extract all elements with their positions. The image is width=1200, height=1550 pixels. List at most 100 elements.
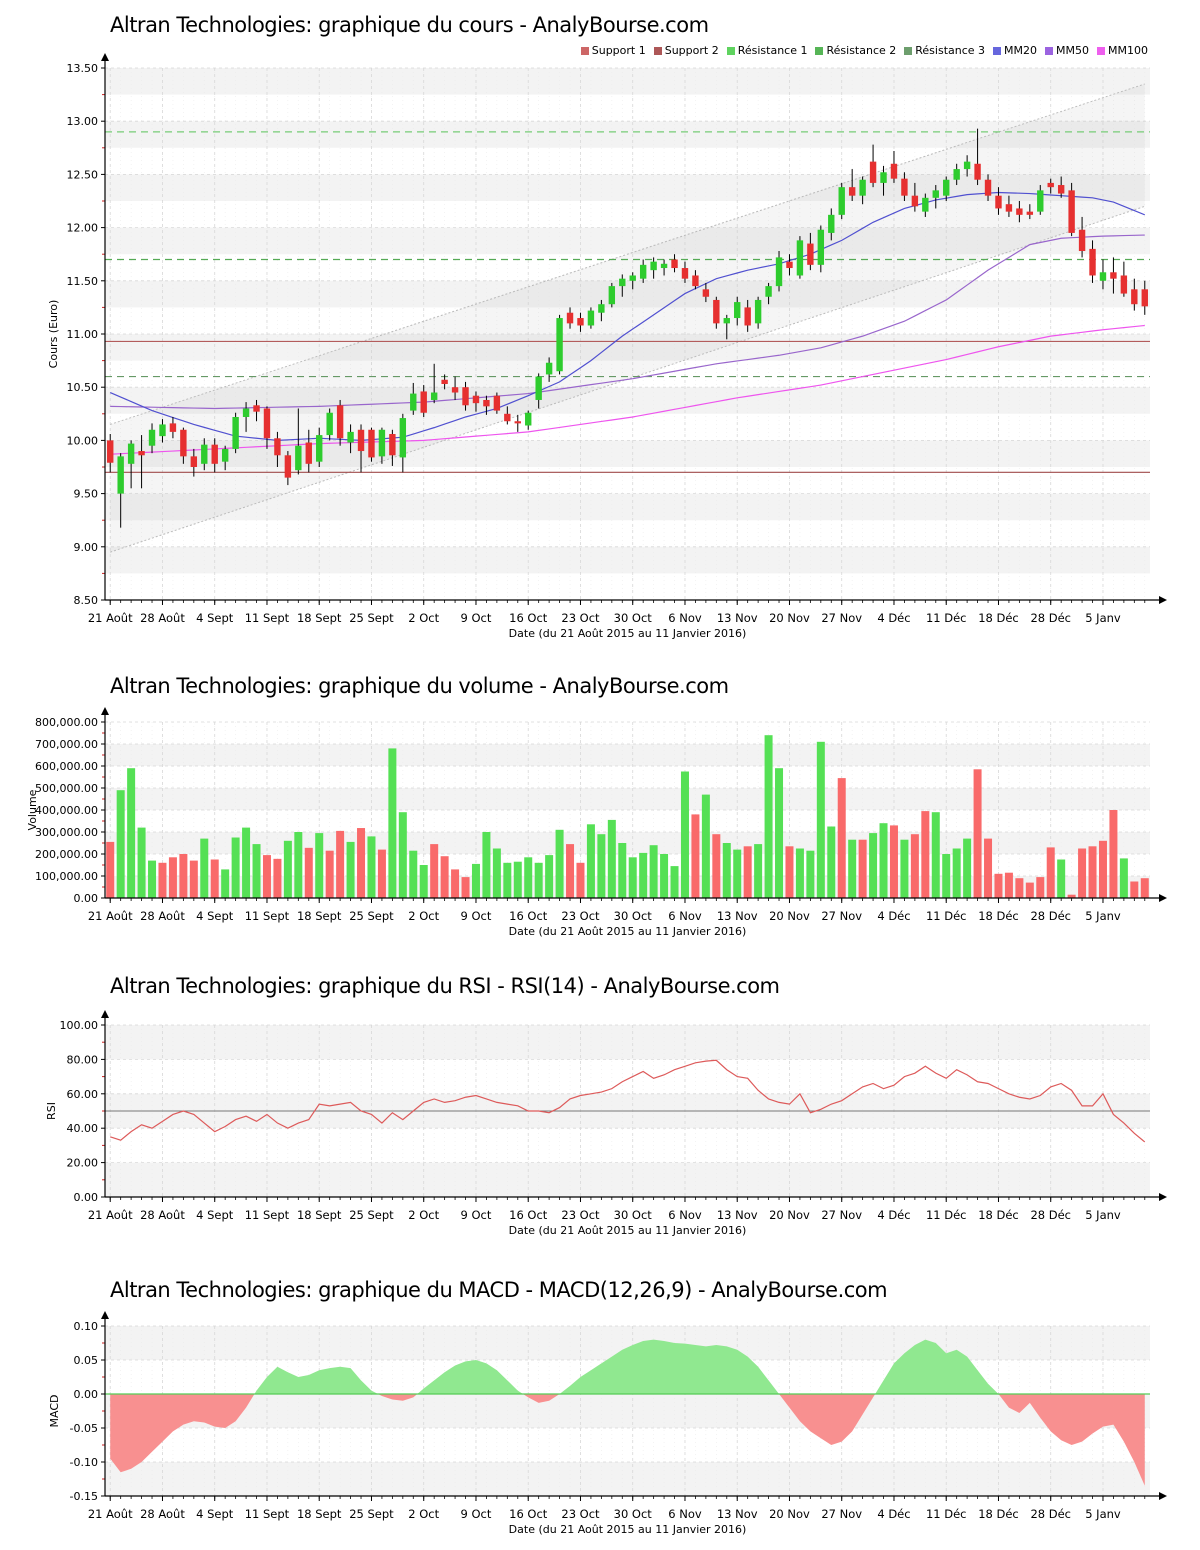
y-tick-label: 12.00: [67, 222, 99, 235]
volume-bar-down: [1036, 877, 1045, 898]
candle-body-up: [1037, 190, 1044, 212]
chart-area: -0.15 -0.10 -0.05 0.00 0.05 0.10 21 Août 28 Aoû…: [48, 1311, 1167, 1536]
candle-body-down: [974, 163, 981, 180]
candle-body-up: [598, 304, 605, 313]
volume-bar-up: [952, 848, 961, 898]
candle-body-down: [1089, 248, 1096, 276]
rsi-line: [110, 1059, 1146, 1143]
y-tick-label: -0.05: [70, 1422, 98, 1435]
volume-bar-up: [900, 839, 909, 898]
x-tick-label: 9 Oct: [461, 909, 492, 923]
candle-body-up: [232, 416, 239, 449]
volume-bar-up: [200, 838, 209, 898]
channel-upper-line: [110, 83, 1145, 425]
volume-bar-down: [189, 860, 198, 898]
candle-body-down: [702, 289, 710, 297]
x-tick-label: 6 Nov: [668, 909, 702, 923]
y-tick-label: 700,000.00: [35, 738, 98, 751]
volume-bar-up: [534, 862, 543, 898]
candle-body-up: [295, 445, 302, 471]
volume-bar-up: [722, 843, 731, 898]
x-tick-label: 13 Nov: [717, 1208, 758, 1222]
candle-body-up: [754, 299, 762, 324]
volume-bar-down: [1140, 878, 1149, 898]
y-tick-label: 0.10: [74, 1320, 99, 1333]
candle-body-down: [1047, 182, 1054, 188]
legend-swatch-icon: [653, 46, 662, 55]
y-tick-label: 13.00: [67, 115, 99, 128]
candle-body-down: [336, 405, 344, 439]
volume-bar-up: [283, 840, 292, 898]
x-tick-label: 18 Déc: [978, 1208, 1019, 1222]
candle-body-up: [723, 318, 730, 324]
volume-bar-down: [576, 862, 585, 898]
candle-body-down: [692, 275, 699, 287]
legend-label: Résistance 3: [915, 44, 986, 57]
x-tick-label: 28 Août: [140, 1507, 185, 1521]
volume-bar-down: [1098, 840, 1107, 898]
legend-item-support-1: Support 1: [580, 44, 646, 57]
volume-bar-up: [346, 841, 355, 898]
candle-body-up: [859, 179, 866, 196]
volume-bar-up: [628, 857, 637, 898]
candle-body-up: [817, 229, 825, 265]
x-tick-label: 2 Oct: [408, 1208, 439, 1222]
volume-bar-up: [545, 855, 554, 898]
x-tick-label: 2 Oct: [408, 909, 439, 923]
volume-bar-down: [1046, 847, 1055, 898]
stripe-band: [105, 68, 1150, 95]
volume-bar-up: [942, 854, 951, 898]
rsi-chart-title: Altran Technologies: graphique du RSI - …: [110, 974, 780, 998]
volume-bar-down: [994, 873, 1003, 898]
volume-bar-down: [566, 844, 575, 898]
candle-body-up: [880, 172, 887, 183]
volume-bar-down: [461, 877, 470, 898]
y-axis-arrow-icon: [101, 1010, 109, 1018]
x-tick-label: 28 Déc: [1030, 1507, 1071, 1521]
y-tick-label: 800,000.00: [35, 716, 98, 729]
candle-body-up: [650, 261, 657, 271]
legend-label: MM50: [1056, 44, 1090, 57]
stripe-band: [105, 387, 1150, 414]
x-tick-label: 28 Déc: [1030, 611, 1071, 625]
y-tick-label: 10.00: [67, 434, 99, 447]
legend-label: Résistance 2: [826, 44, 897, 57]
candle-body-down: [138, 451, 145, 456]
candle-body-down: [1120, 275, 1128, 294]
candle-body-down: [514, 421, 521, 424]
volume-bar-down: [1109, 810, 1118, 898]
x-tick-label: 23 Oct: [561, 611, 600, 625]
x-tick-label: 18 Sept: [297, 1507, 342, 1521]
candle-body-down: [483, 399, 490, 407]
x-axis-title: Date (du 21 Août 2015 au 11 Janvier 2016…: [509, 1523, 747, 1536]
legend-label: Support 1: [591, 44, 646, 57]
x-tick-label: 11 Déc: [926, 611, 967, 625]
y-tick-label: 400,000.00: [35, 804, 98, 817]
x-tick-label: 9 Oct: [461, 1507, 492, 1521]
stripe-band: [105, 1025, 1150, 1060]
candle-body-down: [462, 387, 469, 406]
x-tick-label: 11 Déc: [926, 1208, 967, 1222]
candle-body-up: [932, 190, 939, 198]
candle-body-down: [211, 444, 218, 464]
volume-bar-up: [963, 838, 972, 898]
macd-area-negative: [110, 1394, 1145, 1486]
x-tick-label: 4 Sept: [196, 1208, 234, 1222]
candle-body-down: [305, 442, 312, 464]
candle-body-up: [608, 286, 616, 305]
candle-body-up: [201, 444, 208, 464]
y-tick-label: -0.10: [70, 1456, 98, 1469]
volume-bar-up: [409, 850, 418, 898]
candle-body-down: [504, 413, 511, 422]
y-tick-label: 200,000.00: [35, 848, 98, 861]
candle-body-down: [180, 429, 187, 457]
stripe-band: [105, 1162, 1150, 1197]
legend-item-resistance-3: Résistance 3: [904, 44, 985, 57]
x-tick-label: 27 Nov: [821, 909, 862, 923]
macd-area-positive: [110, 1339, 1145, 1394]
x-tick-label: 30 Oct: [614, 909, 653, 923]
candle-body-up: [953, 169, 960, 180]
candle-body-up: [430, 392, 438, 400]
